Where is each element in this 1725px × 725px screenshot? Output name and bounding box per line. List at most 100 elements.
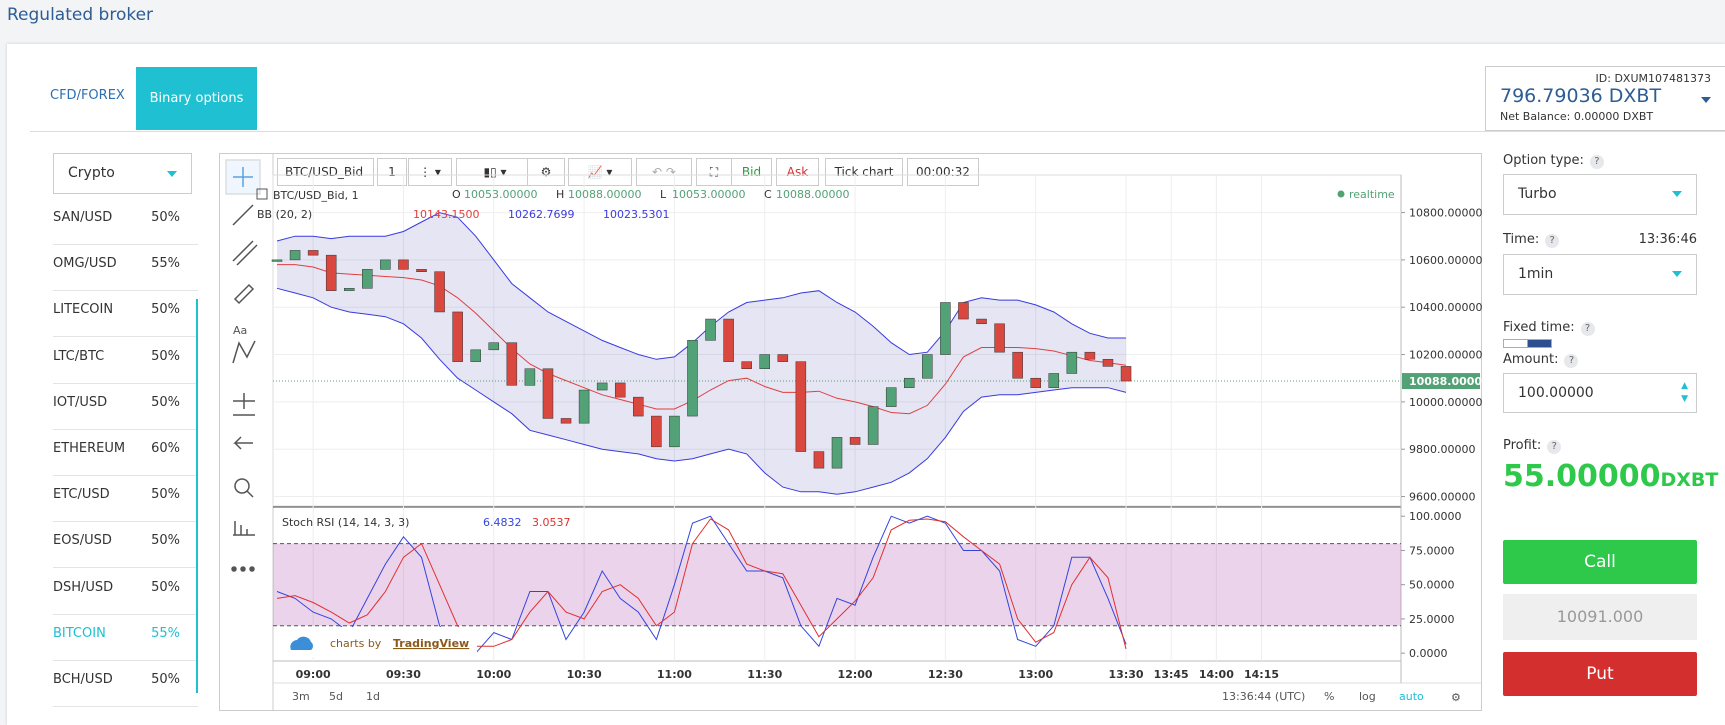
scrollbar bbox=[196, 299, 198, 693]
fullscreen[interactable]: ⛶ bbox=[696, 158, 732, 186]
candle bbox=[614, 382, 626, 398]
profit-unit: DXBT bbox=[1660, 469, 1719, 491]
drawing-tools[interactable] bbox=[225, 159, 261, 572]
tick-chart-button[interactable]: Tick chart bbox=[825, 158, 903, 186]
page-title: Regulated broker bbox=[7, 5, 154, 25]
help-icon[interactable]: ? bbox=[1580, 322, 1595, 336]
asset-payout: 50% bbox=[151, 672, 180, 687]
candle bbox=[669, 415, 680, 448]
asset-row[interactable]: SAN/USD 50% bbox=[53, 198, 198, 245]
amount-input[interactable]: 100.00000 ▲ ▼ bbox=[1503, 373, 1697, 413]
interval-input[interactable]: 1 bbox=[377, 158, 407, 186]
fixed-time-toggle[interactable] bbox=[1503, 339, 1552, 348]
x-tick-label: 13:45 bbox=[1154, 668, 1189, 681]
put-button[interactable]: Put bbox=[1503, 652, 1697, 696]
realtime-label: realtime bbox=[1349, 188, 1395, 201]
help-icon[interactable]: ? bbox=[1589, 155, 1604, 169]
caret bbox=[1672, 191, 1682, 197]
candle bbox=[560, 418, 572, 424]
scale-option[interactable]: % bbox=[1324, 690, 1334, 703]
asset-payout: 50% bbox=[151, 302, 180, 318]
range-button[interactable]: 3m bbox=[292, 690, 310, 703]
option-type-dropdown[interactable]: Turbo bbox=[1503, 174, 1697, 215]
asset-row[interactable]: IOT/USD 50% bbox=[53, 383, 198, 430]
candle bbox=[867, 406, 879, 445]
text-tool[interactable]: Aa bbox=[233, 324, 247, 337]
ohlc-label: C bbox=[764, 188, 772, 201]
help-icon[interactable]: ? bbox=[1545, 234, 1560, 248]
x-tick-label: 13:00 bbox=[1018, 668, 1053, 681]
candle bbox=[344, 288, 355, 291]
caret bbox=[1672, 271, 1682, 277]
asset-row[interactable]: LTC/BTC 50% bbox=[53, 337, 198, 384]
strike-price: 10091.000 bbox=[1503, 594, 1697, 640]
tab-active[interactable]: Binary options bbox=[136, 67, 257, 130]
watermark-prefix: charts by bbox=[330, 637, 382, 650]
candle bbox=[289, 250, 301, 261]
tab[interactable]: CFD/FOREX bbox=[50, 88, 125, 103]
scale-option[interactable]: log bbox=[1359, 690, 1376, 703]
asset-row[interactable]: DSH/USD 50% bbox=[53, 568, 198, 615]
asset-payout: 50% bbox=[151, 348, 180, 364]
indicators[interactable]: 📈 ▾ bbox=[568, 158, 632, 186]
candle bbox=[687, 340, 698, 417]
caret bbox=[1701, 97, 1711, 103]
y-tick-label: 10600.00000 bbox=[1409, 254, 1482, 267]
asset-name: BCH/USD bbox=[53, 672, 113, 687]
account-box[interactable]: ID: DXUM107481373 796.79036 DXBT Net Bal… bbox=[1485, 66, 1725, 131]
asset-name: OMG/USD bbox=[53, 256, 117, 272]
amount-label: Amount: bbox=[1503, 352, 1559, 367]
duration-dropdown[interactable]: 1min bbox=[1503, 254, 1697, 295]
asset-row[interactable]: BCH/USD 50% bbox=[53, 660, 198, 707]
candle bbox=[885, 387, 897, 407]
candle bbox=[1120, 366, 1132, 382]
symbol-input[interactable]: BTC/USD_Bid bbox=[277, 158, 374, 186]
profit-label: Profit: bbox=[1503, 438, 1542, 453]
help-icon[interactable]: ? bbox=[1564, 354, 1579, 368]
scale-option[interactable]: auto bbox=[1399, 690, 1424, 703]
account-id: ID: DXUM107481373 bbox=[1595, 72, 1711, 85]
candle bbox=[705, 318, 716, 341]
range-button[interactable]: 5d bbox=[329, 690, 343, 703]
asset-row[interactable]: EOS/USD 50% bbox=[53, 521, 198, 569]
asset-name: IOT/USD bbox=[53, 394, 108, 410]
x-tick-label: 10:30 bbox=[567, 668, 602, 681]
bollinger-lower bbox=[276, 287, 1127, 495]
candle bbox=[470, 349, 481, 362]
duration: 1min bbox=[1518, 266, 1554, 282]
asset-payout: 55% bbox=[151, 625, 180, 641]
asset-name: ETHEREUM bbox=[53, 441, 126, 456]
y-tick-label: 100.0000 bbox=[1409, 510, 1462, 523]
bb-value: 10023.5301 bbox=[603, 208, 669, 221]
asset-row[interactable]: BITCOIN 55% bbox=[53, 614, 198, 661]
y-tick-label: 25.0000 bbox=[1409, 613, 1455, 626]
ohlc-value: 10088.00000 bbox=[568, 188, 641, 201]
asset-payout: 55% bbox=[151, 256, 180, 272]
bb-value: 10143.1500 bbox=[413, 208, 479, 221]
candle bbox=[434, 271, 445, 313]
call-button[interactable]: Call bbox=[1503, 540, 1697, 584]
asset-row[interactable]: LITECOIN 50% bbox=[53, 290, 198, 338]
undo-redo[interactable]: ↶ ↷ bbox=[636, 158, 692, 186]
asset-name: LTC/BTC bbox=[53, 348, 105, 364]
ohlc-value: 10088.00000 bbox=[776, 188, 849, 201]
candle bbox=[723, 318, 734, 362]
candle bbox=[1102, 359, 1114, 367]
asset-row[interactable]: ETHEREUM 60% bbox=[53, 429, 198, 476]
range-button[interactable]: 1d bbox=[366, 690, 380, 703]
chart-style[interactable]: ▮▯ ▾ bbox=[456, 158, 534, 186]
x-tick-label: 13:30 bbox=[1109, 668, 1144, 681]
settings[interactable]: ⚙ bbox=[527, 158, 565, 186]
asset-row[interactable]: ETC/USD 50% bbox=[53, 475, 198, 523]
candle bbox=[1030, 377, 1041, 388]
asset-row[interactable]: OMG/USD 55% bbox=[53, 244, 198, 292]
candle bbox=[271, 259, 283, 262]
y-tick-label: 10000.00000 bbox=[1409, 396, 1482, 409]
y-tick-label: 0.0000 bbox=[1409, 647, 1448, 660]
rsi-name: Stoch RSI (14, 14, 3, 3) bbox=[282, 516, 409, 529]
help-icon[interactable]: ? bbox=[1547, 440, 1562, 454]
divider bbox=[30, 131, 1725, 132]
category-dropdown[interactable]: Crypto bbox=[53, 153, 192, 194]
x-tick-label: 11:00 bbox=[657, 668, 692, 681]
candle bbox=[578, 389, 590, 424]
